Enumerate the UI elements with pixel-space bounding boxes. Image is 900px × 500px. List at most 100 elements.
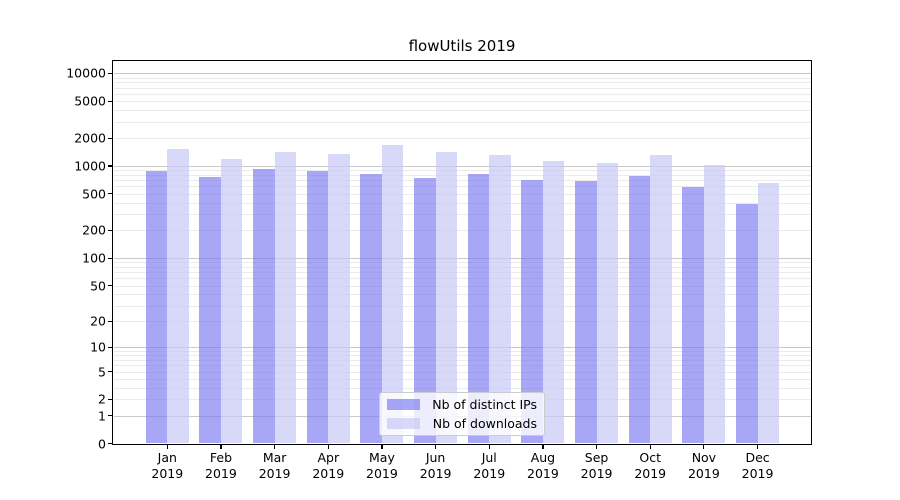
gridline (113, 202, 811, 204)
bar-ips-feb (199, 176, 221, 444)
y-tick-mark (108, 371, 114, 373)
gridline (113, 278, 811, 280)
bar-downloads-jun (435, 152, 458, 444)
y-tick-mark (108, 398, 114, 401)
x-tick-mark (220, 444, 222, 450)
gridline (113, 165, 811, 167)
legend-swatch-downloads (387, 417, 420, 429)
gridline (113, 262, 811, 264)
bar-downloads-feb (220, 158, 243, 444)
gridline (113, 138, 811, 140)
gridline (113, 347, 811, 349)
y-tick-mark (108, 285, 114, 287)
bar-downloads-mar (274, 151, 297, 444)
y-tick-label: 10000 (66, 65, 106, 81)
bar-downloads-apr (328, 153, 350, 444)
legend-swatch-distinct-ips (387, 398, 420, 410)
gridline (113, 94, 811, 95)
y-tick-mark (108, 229, 114, 232)
x-tick-mark (756, 444, 759, 450)
x-tick-label: Apr 2019 (312, 450, 345, 481)
x-tick-mark (381, 444, 383, 450)
y-tick-label: 5000 (74, 93, 106, 109)
gridline (113, 351, 811, 352)
gridline (113, 359, 811, 361)
gridline (113, 170, 811, 172)
legend: Nb of distinct IPs Nb of downloads (379, 391, 545, 436)
gridline (113, 73, 811, 75)
bar-downloads-dec (757, 182, 780, 444)
bar-ips-jul (467, 173, 490, 444)
bar-downloads-oct (650, 155, 672, 444)
x-tick-label: Jun 2019 (419, 450, 452, 481)
gridline (113, 285, 811, 287)
y-tick-mark (108, 137, 114, 139)
y-tick-mark (108, 320, 114, 322)
y-tick-label: 20 (90, 313, 106, 329)
legend-item-downloads: Nb of downloads (387, 415, 537, 431)
x-tick-mark (435, 444, 437, 450)
x-tick-mark (488, 444, 490, 450)
legend-label: Nb of distinct IPs (432, 396, 537, 412)
y-tick-label: 200 (82, 222, 106, 238)
gridline (113, 272, 811, 274)
plot-area (113, 61, 811, 444)
y-tick-mark (108, 72, 114, 75)
y-tick-mark (108, 100, 114, 103)
bar-downloads-jul (489, 154, 511, 444)
x-tick-label: Jan 2019 (151, 450, 184, 481)
gridline (113, 82, 811, 84)
x-tick-label: Feb 2019 (205, 450, 237, 481)
x-tick-label: Mar 2019 (258, 450, 291, 481)
gridline (113, 230, 811, 232)
x-tick-label: Dec 2019 (741, 450, 774, 481)
chart-title: flowUtils 2019 (408, 37, 516, 55)
x-tick-mark (542, 444, 544, 450)
y-tick-label: 10 (90, 339, 106, 355)
x-tick-mark (274, 444, 276, 450)
y-tick-label: 50 (90, 278, 106, 294)
gridline (113, 355, 811, 357)
gridline (113, 110, 811, 112)
x-tick-label: Oct 2019 (634, 450, 667, 481)
gridline (113, 193, 811, 195)
y-tick-label: 1 (98, 408, 106, 424)
gridline (113, 258, 811, 260)
gridline (113, 321, 811, 323)
gridline (113, 266, 811, 268)
y-tick-mark (108, 346, 114, 348)
x-tick-label: Nov 2019 (687, 450, 720, 481)
x-tick-label: Jul 2019 (473, 450, 506, 481)
legend-label: Nb of downloads (432, 415, 537, 431)
gridline (113, 305, 811, 307)
gridline (113, 174, 811, 176)
x-tick-mark (703, 444, 705, 450)
gridline (113, 121, 811, 123)
y-tick-mark (108, 257, 114, 259)
gridline (113, 186, 811, 188)
bar-ips-nov (682, 187, 704, 444)
gridline (113, 371, 811, 373)
y-tick-label: 500 (82, 186, 106, 202)
bar-downloads-jan (167, 149, 189, 444)
gridline (113, 180, 811, 182)
x-tick-mark (649, 444, 651, 450)
bar-ips-may (360, 173, 382, 444)
x-tick-label: May 2019 (366, 450, 398, 481)
gridline (113, 294, 811, 296)
bar-ips-mar (253, 168, 275, 444)
x-tick-label: Aug 2019 (527, 450, 559, 481)
y-tick-label: 2000 (74, 130, 106, 146)
y-tick-label: 2 (98, 391, 106, 407)
gridline (113, 87, 811, 89)
bar-ips-dec (736, 203, 758, 444)
gridline (113, 387, 811, 389)
bar-downloads-sep (596, 162, 619, 444)
bar-ips-sep (575, 181, 597, 444)
bar-downloads-aug (542, 161, 565, 444)
y-tick-mark (108, 193, 114, 195)
bar-ips-aug (521, 179, 543, 444)
y-tick-label: 1000 (74, 158, 106, 174)
x-tick-label: Sep 2019 (580, 450, 613, 481)
